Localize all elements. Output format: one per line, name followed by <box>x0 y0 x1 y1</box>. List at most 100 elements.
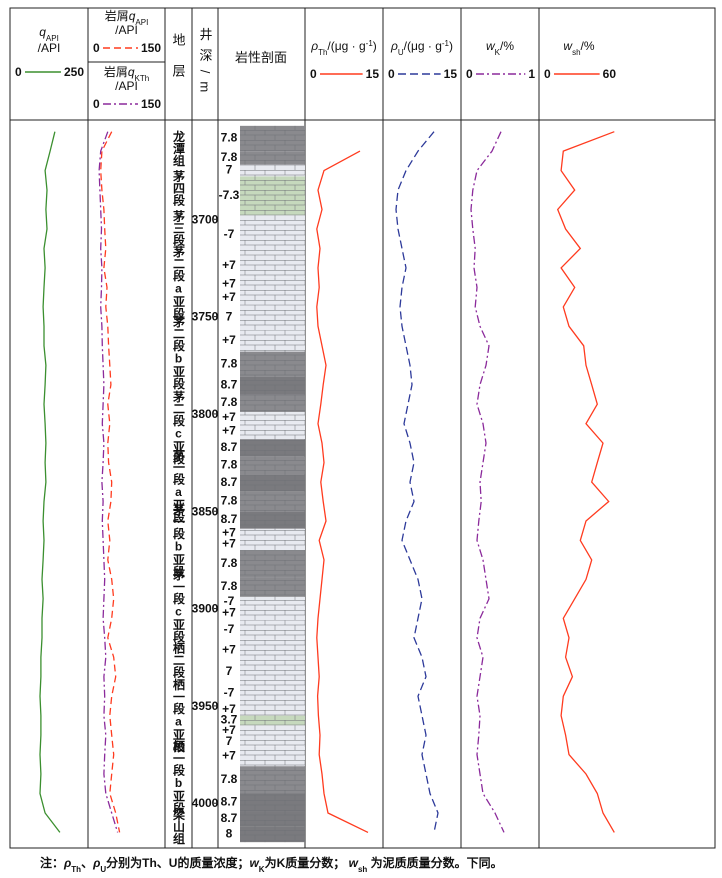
formation-name: 栖一段b亚段 <box>172 739 186 815</box>
lithology-code: 8.7 <box>221 475 238 489</box>
lithology-texture <box>240 606 305 621</box>
text-part: K <box>495 48 501 57</box>
lithology-texture <box>240 639 305 662</box>
text-part: ρ <box>390 39 398 53</box>
text-part: 岩屑 <box>104 64 128 79</box>
track-label: wK/% <box>486 39 514 57</box>
lithology-code: +7 <box>222 642 236 656</box>
text-part: /% <box>581 39 595 53</box>
text-part: sh <box>572 48 580 57</box>
lithology-code: 7.8 <box>221 556 238 570</box>
scale-label: 150 <box>141 97 161 111</box>
text-part: 为泥质质量分数。下同。 <box>367 855 502 870</box>
lithology-texture <box>240 538 305 551</box>
formation-name: 龙潭组 <box>172 129 186 167</box>
text-part: 、 <box>81 856 93 870</box>
text-part: w <box>486 39 496 53</box>
formation-name: 栖二段 <box>172 641 186 679</box>
lithology-texture <box>240 596 305 607</box>
lithology-texture <box>240 411 305 424</box>
text-part: KTh <box>135 74 150 83</box>
scale-label: 15 <box>444 67 458 81</box>
text-part: q <box>128 65 135 79</box>
formation-name: 茅一段c亚段 <box>172 567 186 643</box>
lithology-texture <box>240 423 305 440</box>
lithology-texture <box>240 351 305 377</box>
depth-tick-label: 4000 <box>192 796 219 810</box>
scale-label: 0 <box>93 41 100 55</box>
lithology-code: -7 <box>224 227 235 241</box>
lithology-code: 7.8 <box>221 579 238 593</box>
lithology-texture <box>240 703 305 716</box>
lithology-texture <box>240 550 305 578</box>
text-part: 岩屑 <box>105 8 129 23</box>
formation-name: 茅一段b亚段 <box>172 502 186 578</box>
lithology-texture <box>240 439 305 457</box>
lithology-texture <box>240 746 305 767</box>
text-part: API <box>135 18 148 27</box>
text-part: w <box>249 856 259 870</box>
lithology-code: 7.8 <box>221 772 238 786</box>
lithology-code: 7 <box>226 310 233 324</box>
text-part: -1 <box>442 39 450 48</box>
lithology-code: -7 <box>224 594 235 608</box>
track-label: wsh/% <box>563 39 594 57</box>
text-part: sh <box>358 865 367 874</box>
scale-label: 250 <box>64 65 84 79</box>
lithology-code: 7 <box>226 163 233 177</box>
formation-name: 茅二段c亚段 <box>172 389 186 465</box>
lithology-code: 3.7 <box>221 713 238 727</box>
lithology-texture <box>240 491 305 512</box>
lithology-texture <box>240 725 305 738</box>
lithology-code: +7 <box>222 290 236 304</box>
text-part: ) <box>373 39 377 53</box>
lithology-code: +7 <box>222 526 236 540</box>
column-rules <box>87 8 540 848</box>
lithology-code: -7.3 <box>219 188 240 202</box>
lithology-code: 7 <box>226 664 233 678</box>
text-part: U <box>398 48 404 57</box>
lithology-texture <box>240 826 305 843</box>
lithology-code: 8.7 <box>221 811 238 825</box>
scale-label: 150 <box>141 41 161 55</box>
scale-label: 1 <box>528 67 535 81</box>
depth-tick-label: 3950 <box>192 699 219 713</box>
lithology-code: 7 <box>226 734 233 748</box>
lithology-texture <box>240 291 305 305</box>
lithology-code: 7.8 <box>221 356 238 370</box>
lithology-code: +7 <box>222 333 236 347</box>
text-part: U <box>100 865 106 874</box>
depth-header: 井深/m <box>198 28 213 100</box>
lithology-texture <box>240 254 305 278</box>
scale-label: 15 <box>366 67 380 81</box>
lithology-code: +7 <box>222 605 236 619</box>
text-part: ρ <box>63 856 71 870</box>
text-part: ρ <box>310 39 318 53</box>
lithology-code: +7 <box>222 536 236 550</box>
formation-header: 地层 <box>171 33 186 95</box>
lithology-texture <box>240 682 305 704</box>
formation-name: 栖一段a亚段 <box>172 677 186 753</box>
track-unit: /API <box>115 79 138 93</box>
lithology-texture <box>240 277 305 292</box>
lithology-texture <box>240 766 305 794</box>
formation-name: 茅一段a亚段 <box>172 448 186 524</box>
lithology-header: 岩性剖面 <box>235 50 287 65</box>
lithology-texture <box>240 125 305 152</box>
text-part: q <box>129 9 136 23</box>
lithology-code: -7 <box>224 622 235 636</box>
lithology-texture <box>240 394 305 412</box>
text-part: w <box>349 856 359 870</box>
lithology-texture <box>240 811 305 827</box>
text-part: 注： <box>40 855 64 870</box>
track-label: 岩屑qAPI <box>105 8 149 27</box>
lithology-texture <box>240 215 305 255</box>
scale-label: 0 <box>388 67 395 81</box>
lithology-code: +7 <box>222 423 236 437</box>
text-part: -1 <box>366 39 374 48</box>
lithology-code: -7 <box>224 685 235 699</box>
lithology-texture <box>240 511 305 529</box>
lithology-texture <box>240 164 305 177</box>
